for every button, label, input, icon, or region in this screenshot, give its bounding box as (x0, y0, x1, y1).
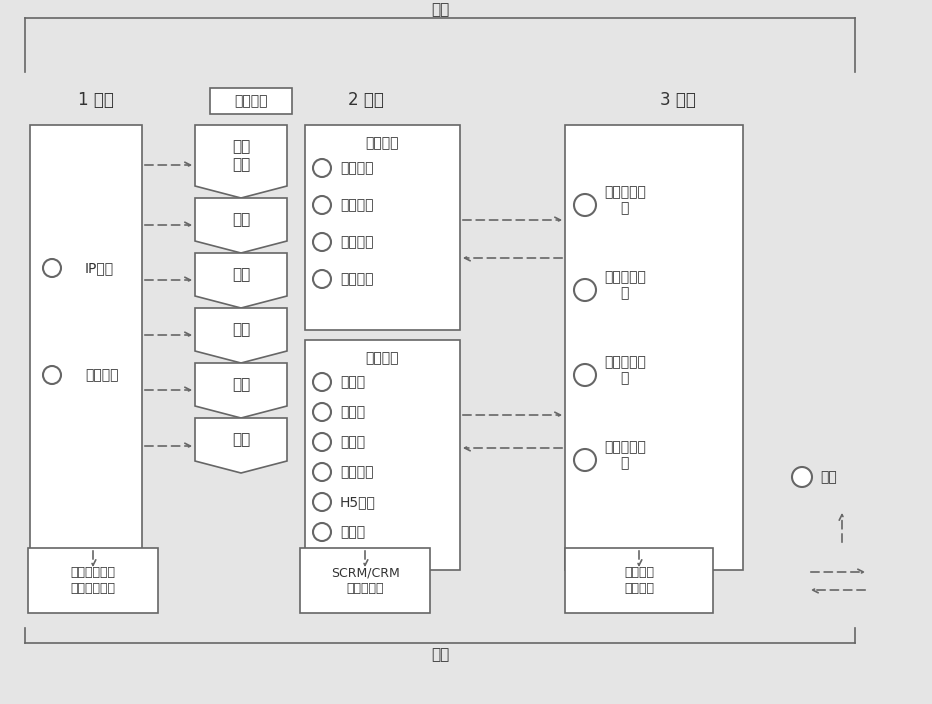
Text: 产品内容: 产品内容 (85, 368, 118, 382)
Bar (30, 125, 142, 570)
Polygon shape (195, 308, 287, 363)
Text: 用户行为数
据: 用户行为数 据 (604, 355, 646, 385)
Text: 公众号: 公众号 (340, 375, 365, 389)
Text: 小程序: 小程序 (340, 525, 365, 539)
Circle shape (313, 270, 331, 288)
Text: 订单交易数
据: 订单交易数 据 (604, 440, 646, 470)
Circle shape (313, 373, 331, 391)
Bar (565, 548, 713, 613)
Polygon shape (195, 125, 287, 198)
Text: 搜索引擎: 搜索引擎 (340, 235, 374, 249)
Bar (305, 125, 460, 330)
Circle shape (313, 433, 331, 451)
Polygon shape (195, 198, 287, 253)
Text: 工具: 工具 (431, 648, 449, 662)
Text: 线下广告: 线下广告 (340, 272, 374, 286)
Text: 2 触点: 2 触点 (348, 91, 384, 109)
Circle shape (313, 196, 331, 214)
Polygon shape (195, 253, 287, 308)
Text: 引流阶段: 引流阶段 (365, 136, 399, 150)
Bar (210, 88, 292, 114)
Circle shape (313, 463, 331, 481)
Text: SCRM/CRM
自动化营销: SCRM/CRM 自动化营销 (331, 567, 400, 594)
Circle shape (792, 467, 812, 487)
Text: 3 数据: 3 数据 (660, 91, 696, 109)
Text: 推荐: 推荐 (232, 432, 250, 447)
Text: 内容管理系统
市场情报工具: 内容管理系统 市场情报工具 (71, 567, 116, 594)
Text: 客户旅程: 客户旅程 (234, 94, 267, 108)
Circle shape (313, 233, 331, 251)
Bar (565, 125, 743, 570)
Text: 个人号: 个人号 (340, 405, 365, 419)
Text: 留存: 留存 (232, 322, 250, 337)
Text: 流程: 流程 (431, 3, 449, 18)
Text: 企业微信: 企业微信 (340, 465, 374, 479)
Bar (305, 340, 460, 570)
Circle shape (43, 366, 61, 384)
Circle shape (574, 449, 596, 471)
Text: 渠道表现数
据: 渠道表现数 据 (604, 270, 646, 300)
Text: IP内容: IP内容 (85, 261, 114, 275)
Circle shape (574, 194, 596, 216)
Text: 数字媒体: 数字媒体 (340, 198, 374, 212)
Text: 品牌
认知: 品牌 认知 (232, 139, 250, 172)
Text: 培育阶段: 培育阶段 (365, 351, 399, 365)
Text: 激活: 激活 (232, 267, 250, 282)
Text: H5页面: H5页面 (340, 495, 376, 509)
Circle shape (313, 493, 331, 511)
Text: 用户身份信
息: 用户身份信 息 (604, 185, 646, 215)
Circle shape (313, 159, 331, 177)
Text: 微信群: 微信群 (340, 435, 365, 449)
Bar (28, 548, 158, 613)
Text: 转化: 转化 (232, 377, 250, 392)
Circle shape (313, 523, 331, 541)
Polygon shape (195, 363, 287, 418)
Text: 1 内容: 1 内容 (78, 91, 114, 109)
Circle shape (574, 364, 596, 386)
Bar (300, 548, 430, 613)
Text: 文本: 文本 (820, 470, 837, 484)
Text: 获客: 获客 (232, 212, 250, 227)
Text: 社交营销: 社交营销 (340, 161, 374, 175)
Circle shape (313, 403, 331, 421)
Circle shape (43, 259, 61, 277)
Text: 产品分析
商业智能: 产品分析 商业智能 (624, 567, 654, 594)
Circle shape (574, 279, 596, 301)
Polygon shape (195, 418, 287, 473)
